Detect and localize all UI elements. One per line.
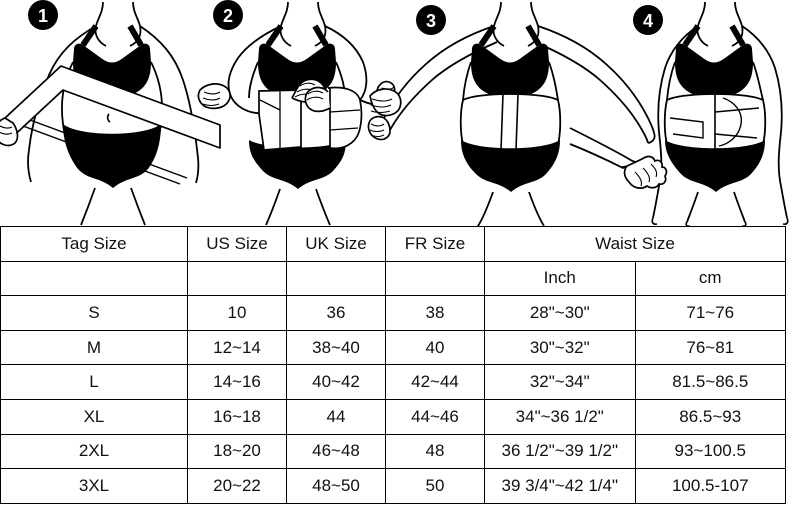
svg-text:3: 3	[426, 11, 436, 31]
svg-text:4: 4	[643, 11, 653, 31]
svg-text:1: 1	[38, 6, 48, 26]
svg-text:2: 2	[223, 6, 233, 26]
